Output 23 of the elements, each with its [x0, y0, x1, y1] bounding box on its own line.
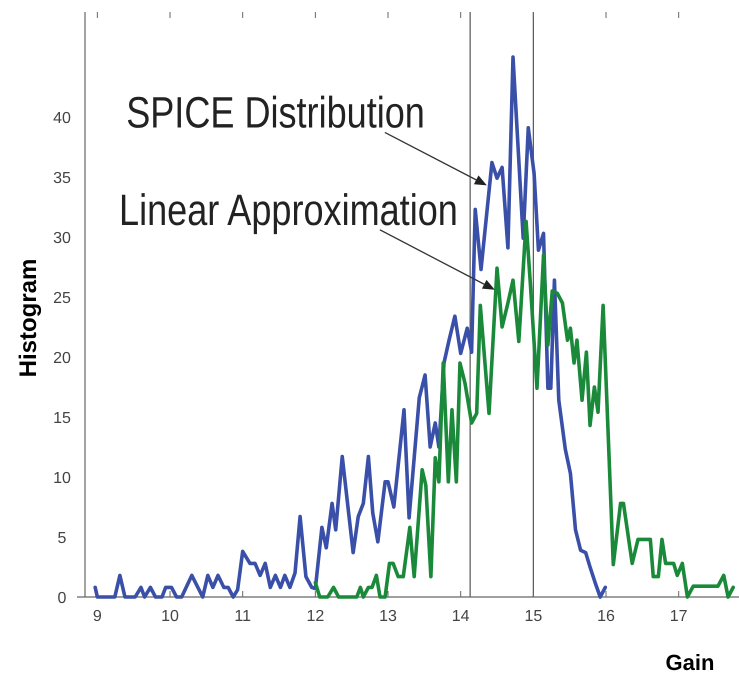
x-tick-label: 13 — [379, 608, 398, 625]
y-tick-label: 40 — [53, 110, 71, 127]
annotation: Linear Approximation — [119, 185, 458, 235]
line-series — [93, 55, 608, 599]
y-tick-label: 15 — [53, 410, 71, 427]
x-tick-label: 11 — [234, 608, 252, 625]
x-tick-label: 12 — [306, 608, 324, 625]
x-axis-title: Gain — [666, 650, 714, 675]
x-tick-label: 9 — [92, 608, 102, 625]
y-axis-title: Histogram — [15, 258, 42, 378]
y-tick-label: 5 — [58, 530, 67, 547]
x-tick-label: 16 — [597, 608, 616, 625]
x-tick-label: 14 — [452, 608, 470, 625]
y-tick-label: 35 — [53, 170, 71, 187]
x-tick-label: 10 — [161, 608, 180, 625]
y-tick-label: 20 — [53, 350, 71, 367]
annotation: SPICE Distribution — [126, 88, 425, 138]
y-tick-label: 25 — [53, 290, 71, 307]
y-tick-label: 0 — [58, 590, 67, 607]
y-tick-label: 30 — [53, 230, 71, 247]
x-tick-label: 17 — [670, 608, 688, 625]
x-tick-label: 15 — [524, 608, 542, 625]
y-tick-label: 10 — [53, 470, 71, 487]
